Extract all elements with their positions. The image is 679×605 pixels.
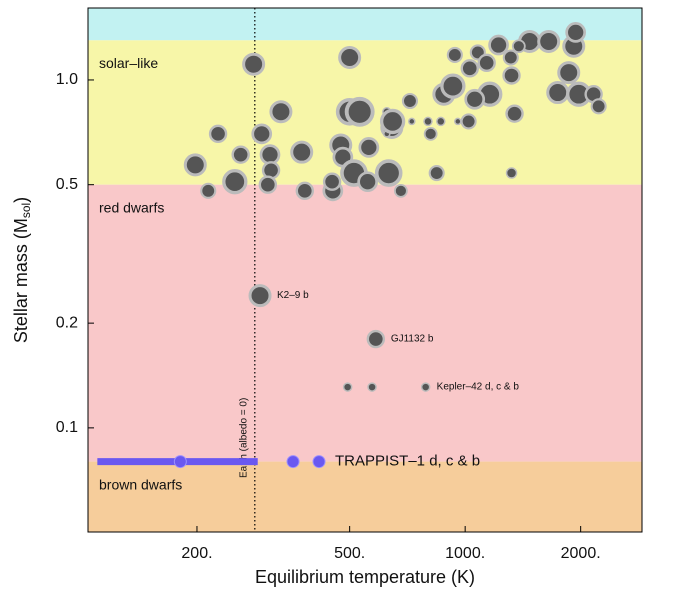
- planet: [546, 81, 570, 105]
- planet: [290, 140, 314, 164]
- planet: [393, 183, 408, 198]
- planet: [423, 116, 433, 127]
- x-tick-label: 1000.: [445, 545, 485, 562]
- labeled-planet: [173, 455, 187, 469]
- planet: [231, 145, 250, 164]
- point-label: Kepler–42 d, c & b: [437, 382, 520, 393]
- planet: [557, 61, 581, 85]
- planet: [428, 165, 445, 182]
- planet: [423, 126, 438, 141]
- planet: [408, 117, 416, 126]
- point-label: K2–9 b: [277, 290, 309, 301]
- band-label: red dwarfs: [99, 199, 164, 215]
- planet: [183, 153, 207, 177]
- planet: [242, 52, 266, 76]
- plot-frame: [87, 7, 643, 533]
- band-label: solar–like: [99, 55, 158, 71]
- x-tick-label: 2000.: [561, 545, 601, 562]
- planet: [222, 169, 248, 195]
- planet: [374, 159, 403, 187]
- labeled-planet: [312, 455, 326, 469]
- x-tick-label: 200.: [181, 545, 212, 562]
- planet: [401, 92, 419, 110]
- point-label: TRAPPIST–1 d, c & b: [335, 453, 480, 470]
- band: [88, 8, 642, 41]
- planet: [511, 39, 526, 54]
- planet: [269, 100, 293, 124]
- planet: [460, 59, 479, 78]
- planet: [357, 171, 378, 193]
- planet: [295, 181, 314, 201]
- planet: [454, 117, 462, 126]
- planet: [322, 172, 342, 191]
- planet: [379, 108, 406, 135]
- x-axis-label: Equilibrium temperature (K): [255, 567, 475, 587]
- labeled-planet: [367, 382, 377, 392]
- planet: [446, 46, 463, 63]
- planet: [505, 167, 518, 179]
- band-label: brown dwarfs: [99, 476, 182, 492]
- labeled-planet: [420, 382, 431, 392]
- planet: [358, 137, 380, 158]
- planet: [502, 66, 521, 85]
- planet: [200, 182, 217, 199]
- point-label: GJ1132 b: [391, 334, 434, 345]
- planet: [590, 98, 607, 115]
- planet: [338, 46, 362, 70]
- planet: [258, 175, 278, 194]
- planet: [259, 144, 281, 165]
- planet: [502, 49, 519, 66]
- y-label-main: Stellar mass (M: [11, 218, 31, 343]
- planet: [344, 96, 375, 127]
- band: [88, 461, 642, 532]
- labeled-planet: [286, 455, 300, 469]
- labeled-planet: [342, 382, 353, 392]
- reference-label: Earth (albedo = 0): [238, 398, 249, 478]
- planet: [460, 113, 477, 130]
- planet: [477, 53, 496, 73]
- planet: [488, 34, 509, 56]
- planet: [505, 104, 524, 123]
- y-label-end: ): [11, 197, 31, 203]
- planet: [440, 73, 466, 99]
- y-axis-label: Stellar mass (Msol): [11, 197, 33, 343]
- planet: [565, 22, 587, 43]
- planet: [251, 123, 273, 145]
- y-tick-label: 1.0: [56, 71, 78, 88]
- marks: Earth (albedo = 0) K2–9 b GJ1132 b Kepler–4…: [97, 8, 607, 532]
- y-tick-label: 0.2: [56, 314, 78, 331]
- band: [88, 184, 642, 462]
- labeled-planet: [248, 284, 272, 308]
- x-tick-label: 500.: [334, 545, 365, 562]
- planet: [208, 124, 228, 144]
- planet: [464, 88, 486, 110]
- planet: [537, 29, 561, 53]
- y-tick-label: 0.5: [56, 176, 78, 193]
- labeled-planet: [366, 329, 386, 349]
- planet: [436, 116, 446, 127]
- y-label-sub: sol: [19, 203, 33, 218]
- y-tick-label: 0.1: [56, 419, 78, 436]
